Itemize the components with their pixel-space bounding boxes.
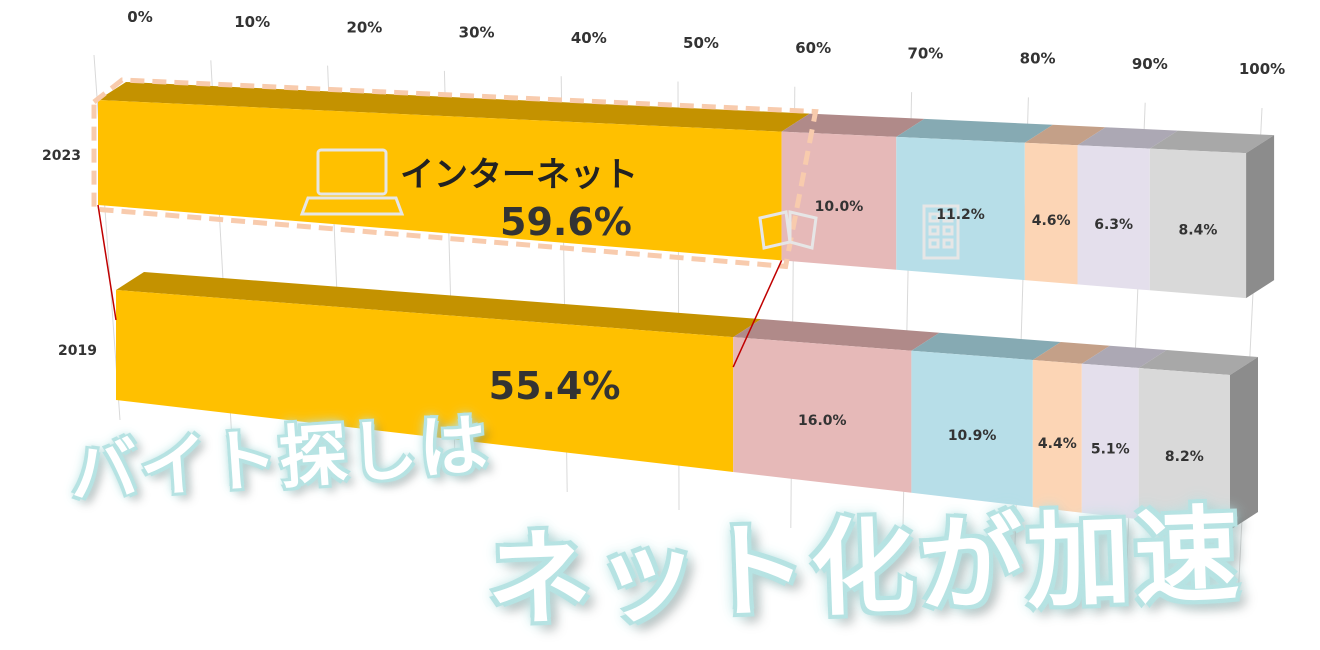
bar-segment <box>98 100 782 261</box>
bar-segment-top <box>1032 342 1110 364</box>
data-label: 10.9% <box>948 428 997 444</box>
bar-segment-top <box>781 113 925 137</box>
x-tick-label: 40% <box>571 29 607 47</box>
headline-line2: ネット化が加速 <box>484 493 1245 642</box>
bars <box>98 82 1275 530</box>
connectors <box>91 77 819 368</box>
x-tick-label: 90% <box>1132 55 1168 73</box>
callout-outline <box>91 77 819 270</box>
data-label: 4.6% <box>1032 213 1071 229</box>
callout-value: 59.6% <box>500 200 632 244</box>
connector-line <box>97 204 117 321</box>
x-tick-label: 50% <box>683 34 719 52</box>
bar-segment <box>1081 363 1139 520</box>
category-labels: 2023 2019 <box>42 148 97 359</box>
x-tick-label: 0% <box>127 8 152 26</box>
bar-segment-top <box>98 82 810 132</box>
icons <box>299 148 960 260</box>
callout: インターネット 59.6% <box>400 155 638 244</box>
data-label: 16.0% <box>798 413 847 429</box>
x-tick-label: 70% <box>907 44 943 62</box>
connector-line <box>732 260 783 368</box>
data-label: 10.0% <box>815 199 864 215</box>
bar-segment-top <box>1149 130 1275 154</box>
data-labels: 10.0% 11.2% 4.6% 6.3% 8.4% 55.4% 16.0% 10.9% 4.4… <box>489 199 1218 465</box>
bar-segment <box>116 290 734 472</box>
data-label: 8.4% <box>1179 223 1218 239</box>
data-label: 8.2% <box>1165 449 1204 465</box>
bar-segment-top <box>911 332 1061 360</box>
bar-segment <box>1149 148 1247 299</box>
x-axis-ticks: 0% 10% 20% 30% 40% 50% 60% 70% 80% 90% 100% <box>127 8 1285 78</box>
category-label: 2023 <box>42 148 81 164</box>
category-label: 2019 <box>58 343 97 359</box>
bar-segment <box>911 350 1033 507</box>
book-icon <box>758 210 818 250</box>
bar-segment <box>781 131 897 270</box>
bar-segment-top <box>733 319 940 351</box>
x-tick-label: 80% <box>1020 50 1056 68</box>
bar-segment <box>733 337 912 493</box>
bar-side <box>1230 357 1258 530</box>
bar-segment-top <box>1077 127 1178 149</box>
callout-series-name: インターネット <box>400 155 638 195</box>
bar-segment-top <box>116 272 762 338</box>
bar-segment-top <box>896 118 1053 143</box>
x-tick-label: 20% <box>346 18 382 36</box>
laptop-icon <box>299 148 405 216</box>
data-label: 5.1% <box>1091 441 1130 457</box>
bar-side <box>1246 135 1275 299</box>
data-label: 6.3% <box>1094 217 1133 233</box>
bar-segment <box>1077 145 1150 291</box>
bar-segment <box>1032 360 1082 513</box>
data-label: 4.4% <box>1038 436 1077 452</box>
x-tick-label: 10% <box>234 13 270 31</box>
data-label: 11.2% <box>936 207 985 223</box>
bar-segment-top <box>1081 345 1167 368</box>
building-icon <box>922 204 960 260</box>
bar-segment <box>1138 368 1230 530</box>
bar-segment <box>896 136 1025 281</box>
x-tick-label: 100% <box>1239 60 1285 78</box>
bar-segment-top <box>1138 350 1258 375</box>
bar-segment <box>1024 142 1078 285</box>
x-tick-label: 30% <box>459 24 495 42</box>
bar-segment-top <box>1024 124 1106 146</box>
data-label: 55.4% <box>489 364 621 408</box>
x-tick-label: 60% <box>795 39 831 57</box>
